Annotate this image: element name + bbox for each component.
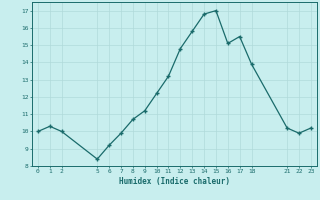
X-axis label: Humidex (Indice chaleur): Humidex (Indice chaleur) [119, 177, 230, 186]
